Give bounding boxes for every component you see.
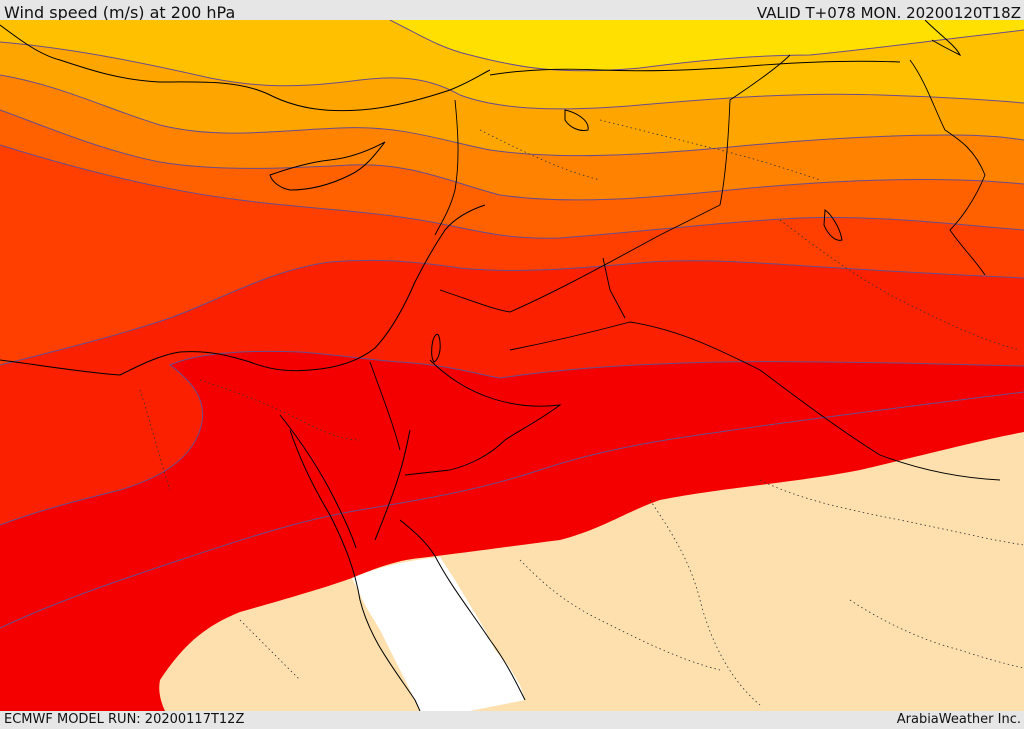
- coastline-red-sea-west: [289, 429, 421, 711]
- coastline-levant-egypt: [0, 204, 486, 376]
- admin-boundary: [779, 219, 1021, 351]
- isotach: [0, 259, 1024, 366]
- lake-van: [564, 109, 589, 131]
- valid-time: VALID T+078 MON. 20200120T18Z: [756, 4, 1021, 22]
- isotach-lines: [0, 20, 1024, 629]
- admin-boundary: [479, 129, 601, 181]
- border: [439, 54, 791, 313]
- low-wind-land: [159, 432, 1024, 711]
- admin-boundaries: [139, 119, 1024, 706]
- coastline-cyprus: [269, 141, 386, 191]
- header-bar: [0, 0, 1024, 20]
- coastlines: [0, 20, 962, 711]
- admin-boundary: [599, 119, 821, 181]
- dead-sea: [431, 333, 441, 363]
- border: [489, 60, 901, 76]
- isotach: [0, 74, 1024, 157]
- isotach: [0, 109, 1024, 201]
- wind-speed-map: [0, 20, 1024, 711]
- lake-urmia: [823, 209, 843, 241]
- border: [369, 361, 401, 451]
- admin-boundary: [139, 389, 171, 491]
- coastline-turkey: [0, 24, 491, 112]
- isotach: [0, 350, 1024, 526]
- credit: ArabiaWeather Inc.: [896, 712, 1021, 727]
- border: [602, 257, 626, 319]
- admin-boundary: [759, 479, 1024, 546]
- country-borders: [369, 54, 1001, 481]
- admin-boundary: [519, 559, 721, 671]
- isotach: [389, 20, 1024, 72]
- map-title: Wind speed (m/s) at 200 hPa: [4, 3, 236, 22]
- lake-caspian-edge: [924, 20, 962, 57]
- isotach: [0, 144, 1024, 239]
- isotach: [0, 41, 1024, 110]
- low-wind-sea: [352, 557, 525, 711]
- coastline-gulf-of-aqaba: [374, 429, 411, 541]
- border: [404, 359, 562, 476]
- coastline-gulf-of-suez: [279, 414, 357, 549]
- footer-bar: [0, 711, 1024, 729]
- coastline-red-sea-east: [399, 519, 526, 701]
- border: [434, 99, 459, 236]
- isotach: [0, 391, 1024, 629]
- model-run: ECMWF MODEL RUN: 20200117T12Z: [4, 712, 245, 727]
- border: [909, 59, 986, 276]
- border: [509, 321, 1001, 481]
